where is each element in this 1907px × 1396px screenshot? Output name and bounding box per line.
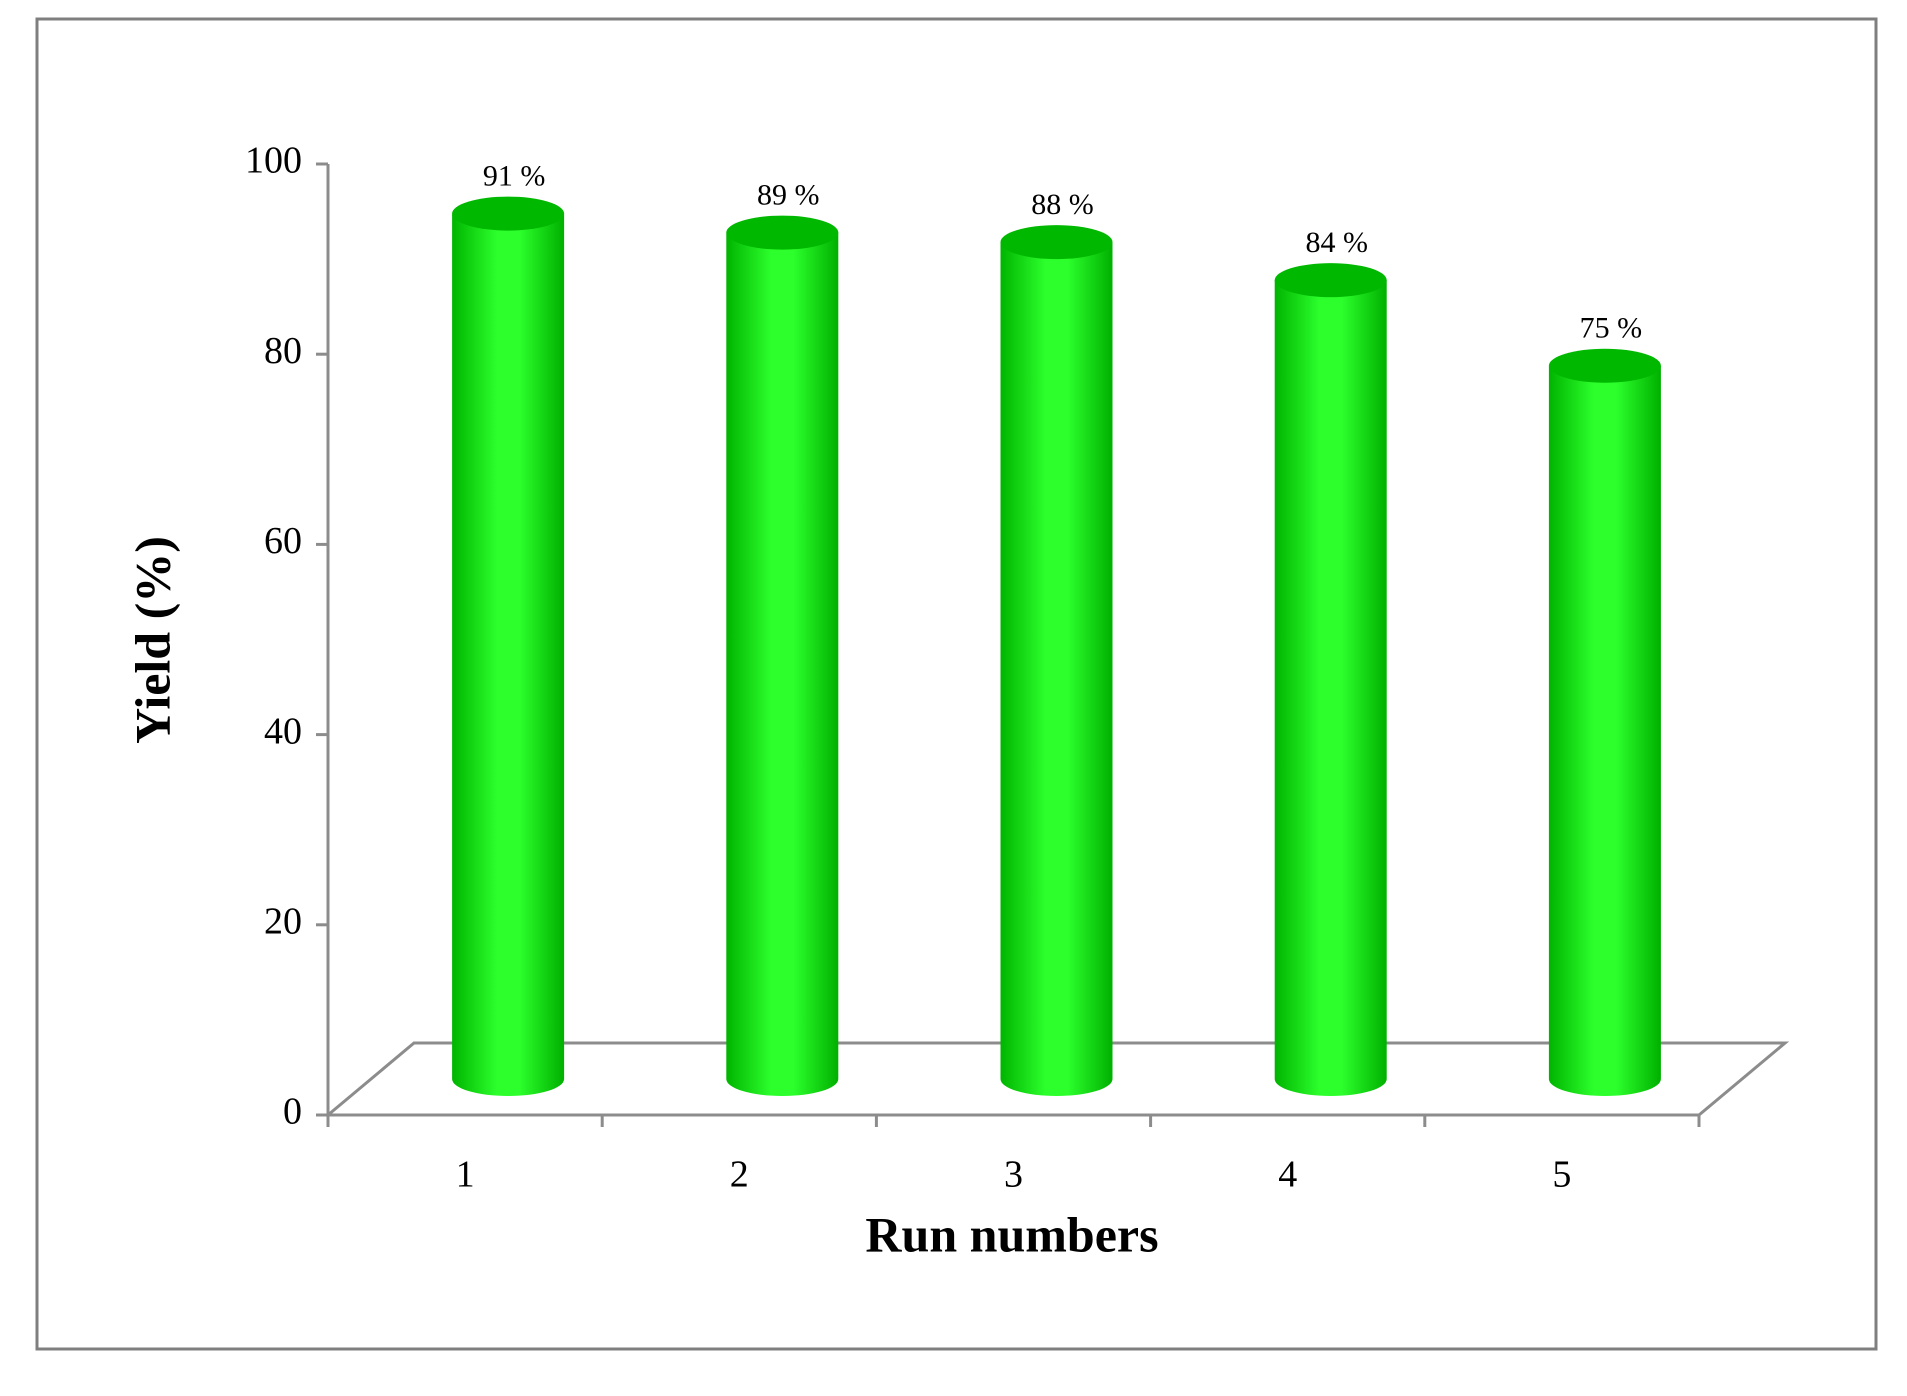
bar: [1548, 348, 1661, 1096]
x-axis-title: Run numbers: [865, 1206, 1158, 1262]
x-tick-label: 4: [1278, 1154, 1297, 1196]
bar: [726, 215, 839, 1097]
y-tick-label: 60: [264, 520, 302, 562]
bar-body: [452, 213, 565, 1097]
floor: [323, 1041, 1790, 1117]
y-axis-title: Yield (%): [124, 536, 180, 744]
value-label: 91 %: [483, 159, 546, 192]
bar-top: [1000, 225, 1113, 260]
bar-body: [1548, 365, 1661, 1096]
y-tick-label: 40: [264, 710, 302, 752]
bar: [1000, 225, 1113, 1096]
y-tick-label: 20: [264, 901, 302, 943]
value-label: 89 %: [757, 179, 820, 212]
bar-top: [726, 215, 839, 250]
y-tick-label: 100: [245, 140, 302, 182]
bar-body: [726, 232, 839, 1097]
bar-body: [1274, 280, 1387, 1096]
bar-top: [1548, 348, 1661, 383]
value-label: 75 %: [1580, 312, 1643, 345]
x-tick-label: 5: [1552, 1154, 1571, 1196]
bar-body: [1000, 242, 1113, 1096]
bar-top: [452, 196, 565, 231]
y-tick-label: 80: [264, 330, 302, 372]
bar: [1274, 263, 1387, 1096]
value-label: 84 %: [1305, 226, 1368, 259]
x-tick-label: 2: [730, 1154, 749, 1196]
chart-border: [35, 17, 1878, 1351]
x-tick-label: 1: [456, 1154, 475, 1196]
value-label: 88 %: [1031, 188, 1094, 221]
y-tick-label: 0: [283, 1091, 302, 1133]
x-tick-label: 3: [1004, 1154, 1023, 1196]
bar-top: [1274, 263, 1387, 298]
bar: [452, 196, 565, 1097]
